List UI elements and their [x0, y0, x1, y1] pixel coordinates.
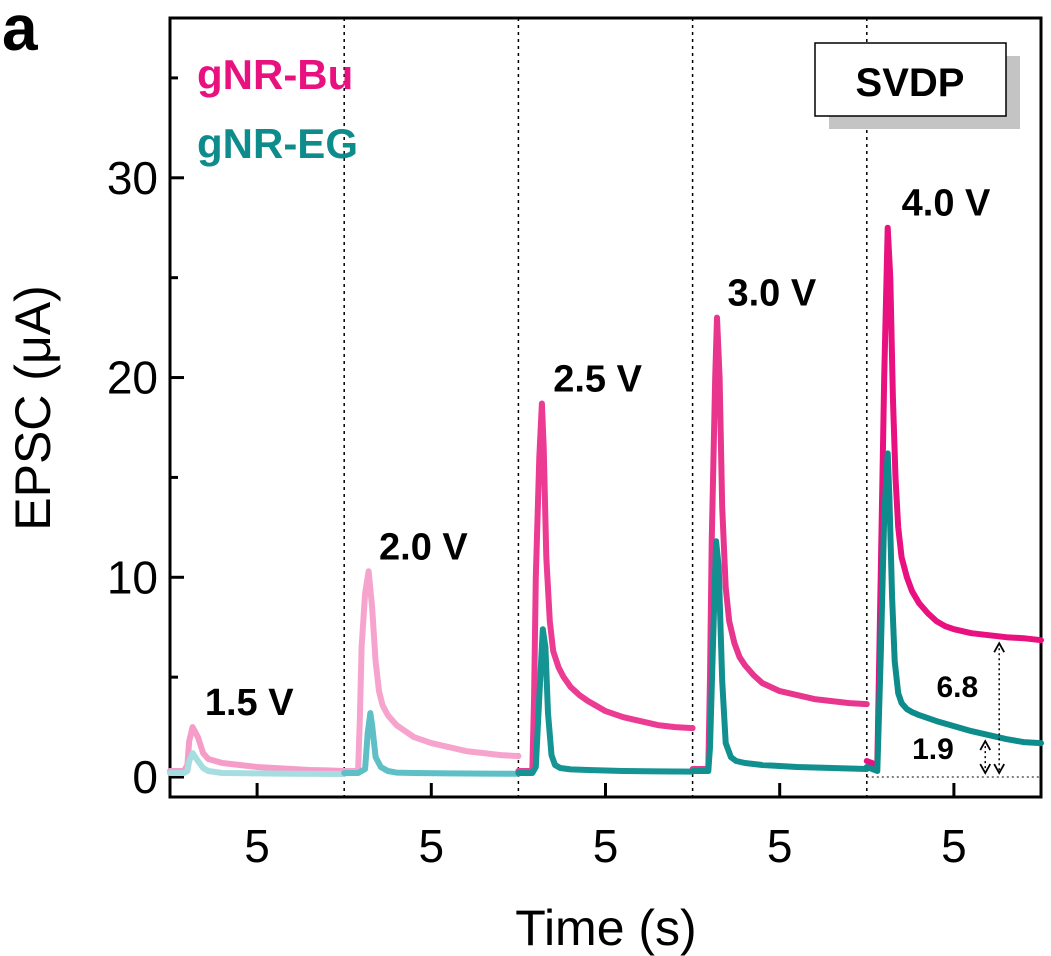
badge-box: [814, 42, 1007, 117]
series-gnr-eg-4: [689, 538, 870, 774]
x-tick-label: 5: [941, 820, 967, 872]
badge-label: SVDP: [856, 61, 965, 105]
voltage-label-5: 4.0 V: [902, 183, 991, 225]
x-tick-label: 5: [419, 820, 445, 872]
arrow-1-9-head-up: [979, 739, 992, 751]
series-lines: [167, 224, 1044, 777]
x-axis-title: Time (s): [515, 900, 696, 956]
series-gnr-bu-4: [689, 314, 870, 772]
x-tick-label: 5: [593, 820, 619, 872]
series-gnr-bu-2: [341, 568, 522, 774]
legend-gnr-bu: gNR-Bu: [197, 51, 353, 98]
annotation-1-9: 1.9: [912, 733, 954, 766]
legend-gnr-eg: gNR-EG: [197, 120, 358, 167]
arrow-1-9-head-down: [979, 763, 992, 775]
series-gnr-eg-3: [515, 626, 696, 776]
y-tick-label: 10: [107, 551, 158, 603]
x-tick-label: 5: [244, 820, 270, 872]
panel-letter: a: [2, 0, 38, 64]
series-gnr-eg-2: [341, 710, 522, 777]
arrow-6-8-head-up: [993, 641, 1005, 653]
difference-annotations: 6.8 1.9: [912, 641, 1005, 775]
arrow-6-8-head-down: [993, 763, 1005, 775]
x-axis-ticks: 5 5 5 5 5: [244, 783, 967, 872]
series-gnr-bu-1: [167, 724, 348, 774]
voltage-label-3: 2.5 V: [553, 359, 642, 401]
svdp-badge: SVDP: [814, 42, 1020, 129]
voltage-labels: 1.5 V 2.0 V 2.5 V 3.0 V 4.0 V: [205, 183, 991, 724]
voltage-label-2: 2.0 V: [379, 526, 468, 568]
voltage-label-4: 3.0 V: [727, 273, 816, 315]
y-tick-label: 30: [107, 152, 158, 204]
series-gnr-bu-3: [515, 400, 696, 774]
series-gnr-eg-5: [863, 450, 1044, 774]
y-axis-title: EPSC (μA): [5, 285, 61, 531]
voltage-label-1: 1.5 V: [205, 682, 294, 724]
series-gnr-bu-5: [863, 224, 1044, 768]
y-tick-label: 0: [132, 751, 158, 803]
y-tick-label: 20: [107, 352, 158, 404]
x-tick-label: 5: [767, 820, 793, 872]
series-gnr-eg-1: [167, 750, 348, 777]
y-axis-ticks: 0 10 20 30: [107, 76, 184, 803]
panel-dividers: [343, 18, 1041, 797]
annotation-6-8: 6.8: [936, 671, 978, 704]
